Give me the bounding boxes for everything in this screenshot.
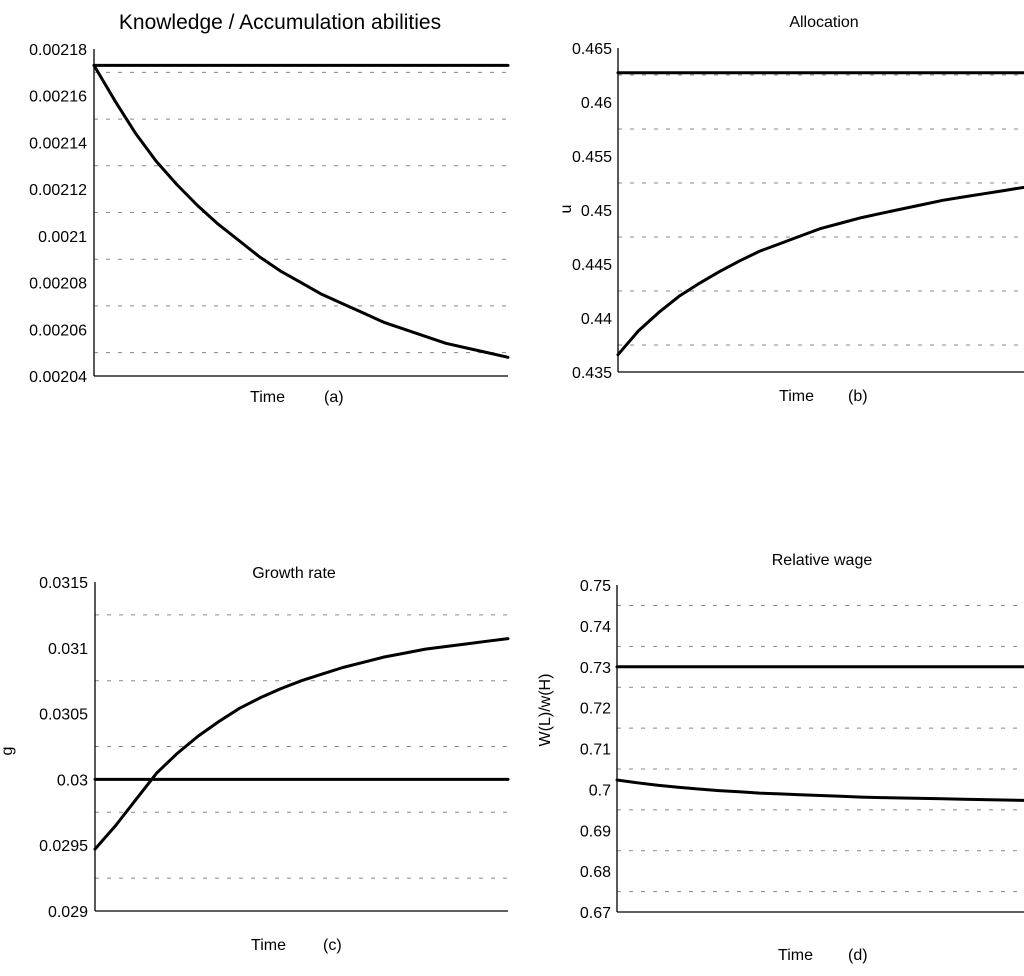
panel-a-xlabel: Time — [250, 389, 285, 406]
panel-c-tick-labels: 0.0315 0.031 0.0305 0.03 0.0295 0.029 — [39, 575, 88, 921]
panel-d-ytick-label: 0.7 — [589, 782, 611, 799]
panel-b-ytick-label: 0.455 — [572, 149, 612, 166]
panel-d-gridlines — [617, 604, 1024, 893]
panel-d-tag: (d) — [848, 947, 868, 964]
panel-d-ytick-label: 0.74 — [580, 619, 611, 636]
panel-b: Allocation Time (b) u 0.465 0.46 0.455 0.45… — [558, 14, 1024, 405]
panel-b-xlabel: Time — [779, 388, 814, 405]
panel-c-series-1-line — [93, 637, 510, 851]
panel-a-ytick-label: 0.00204 — [29, 369, 87, 386]
panel-a-gridlines — [94, 71, 508, 354]
panel-b-gridlines — [618, 74, 1024, 346]
panel-c-ytick-label: 0.031 — [48, 641, 88, 658]
panel-d-xlabel: Time — [778, 947, 813, 964]
panel-d-ytick-label: 0.67 — [580, 905, 611, 922]
panel-b-ytick-label: 0.445 — [572, 257, 612, 274]
panel-b-tick-labels: 0.465 0.46 0.455 0.45 0.445 0.44 0.435 — [572, 41, 612, 382]
panel-a-ytick-label: 0.00218 — [29, 42, 87, 59]
panel-c-tag: (c) — [323, 937, 342, 954]
panel-c-ytick-label: 0.03 — [57, 772, 88, 789]
panel-d-ytick-label: 0.71 — [580, 742, 611, 759]
panel-a-ytick-label: 0.00208 — [29, 276, 87, 293]
panel-a-tick-labels: 0.00218 0.00216 0.00214 0.00212 0.0021 0.0020… — [29, 42, 87, 386]
panel-b-title: Allocation — [789, 14, 858, 31]
panel-c-ylabel: g — [0, 747, 16, 756]
panel-a-tag: (a) — [324, 389, 344, 406]
panel-b-tag: (b) — [848, 388, 868, 405]
panel-c-ytick-label: 0.0305 — [39, 707, 88, 724]
panel-d-ylabel: W(L)/w(H) — [537, 674, 554, 747]
panel-c-ytick-label: 0.029 — [48, 904, 88, 921]
panel-d-title: Relative wage — [772, 552, 873, 569]
panel-c: Growth rate Time (c) g 0.0315 0.031 0.0305… — [0, 565, 510, 954]
panel-b-series-1-line — [616, 185, 1024, 357]
panel-d: Relative wage Time (d) W(L)/w(H) 0.750.7… — [537, 552, 1024, 964]
panel-b-ytick-label: 0.435 — [572, 365, 612, 382]
panel-d-tick-labels: 0.75 0.74 0.73 0.72 0.71 0.7 0.69 0.68 0.67 — [580, 578, 611, 922]
panel-a-title: Knowledge / Accumulation abilities — [119, 11, 441, 34]
panel-c-series-group — [93, 637, 510, 851]
panel-b-series-group — [616, 71, 1024, 357]
panel-c-title: Growth rate — [252, 565, 336, 582]
panel-c-ytick-label: 0.0295 — [39, 838, 88, 855]
panel-a: Knowledge / Accumulation abilities Time … — [29, 11, 510, 406]
panel-c-ytick-label: 0.0315 — [39, 575, 88, 592]
panel-d-series-group — [615, 665, 1024, 802]
panel-d-ytick-label: 0.69 — [580, 823, 611, 840]
panel-a-ytick-label: 0.00206 — [29, 322, 87, 339]
panel-b-ytick-label: 0.44 — [581, 311, 612, 328]
panel-d-ytick-label: 0.75 — [580, 578, 611, 595]
panel-d-ytick-label: 0.68 — [580, 864, 611, 881]
panel-b-ytick-label: 0.45 — [581, 203, 612, 220]
panel-a-ytick-label: 0.0021 — [38, 229, 87, 246]
panel-c-gridlines — [95, 614, 508, 879]
panel-a-ytick-label: 0.00214 — [29, 135, 87, 152]
panel-a-series-1-line — [92, 63, 510, 359]
panel-b-ylabel: u — [558, 205, 575, 214]
panel-b-ytick-label: 0.46 — [581, 95, 612, 112]
panel-b-ytick-label: 0.465 — [572, 41, 612, 58]
panel-a-ytick-label: 0.00216 — [29, 89, 87, 106]
panel-d-ytick-label: 0.73 — [580, 660, 611, 677]
panel-a-ytick-label: 0.00212 — [29, 182, 87, 199]
panel-d-ytick-label: 0.72 — [580, 701, 611, 718]
panel-c-xlabel: Time — [251, 937, 286, 954]
panel-d-series-1-line — [615, 778, 1024, 802]
panel-a-series-group — [92, 63, 510, 359]
